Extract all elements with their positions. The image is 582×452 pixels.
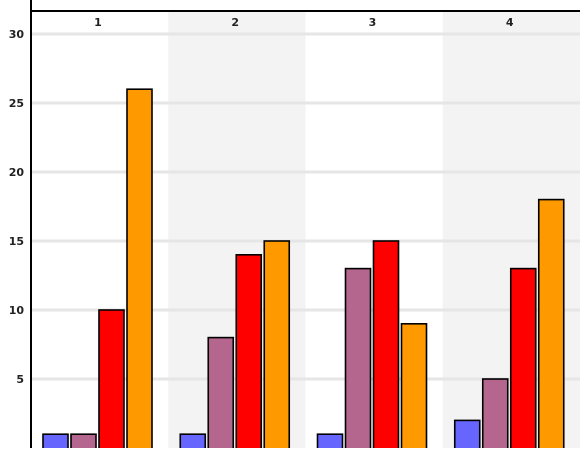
category-label: 3 [369, 16, 377, 29]
bar [453, 419, 481, 451]
bar [235, 254, 263, 451]
bar [372, 240, 400, 451]
bar [70, 433, 97, 451]
bar [316, 433, 344, 451]
y-tick-label: 25 [9, 97, 24, 110]
category-label: 2 [231, 16, 239, 29]
y-tick-label: 15 [9, 235, 24, 248]
y-tick-label: 20 [9, 166, 25, 179]
bar [481, 378, 509, 451]
bar [400, 322, 428, 451]
bar [509, 267, 537, 451]
bar [42, 433, 69, 451]
bar [263, 240, 291, 451]
y-tick-label: 30 [9, 28, 25, 41]
y-tick-label: 5 [16, 373, 24, 386]
y-tick-label: 10 [9, 304, 25, 317]
category-label: 1 [94, 16, 102, 29]
bar [179, 433, 207, 451]
bar [344, 267, 372, 451]
bar [537, 198, 565, 451]
bar [126, 88, 153, 451]
bar [98, 309, 125, 451]
bar [207, 336, 235, 451]
category-label: 4 [506, 16, 514, 29]
